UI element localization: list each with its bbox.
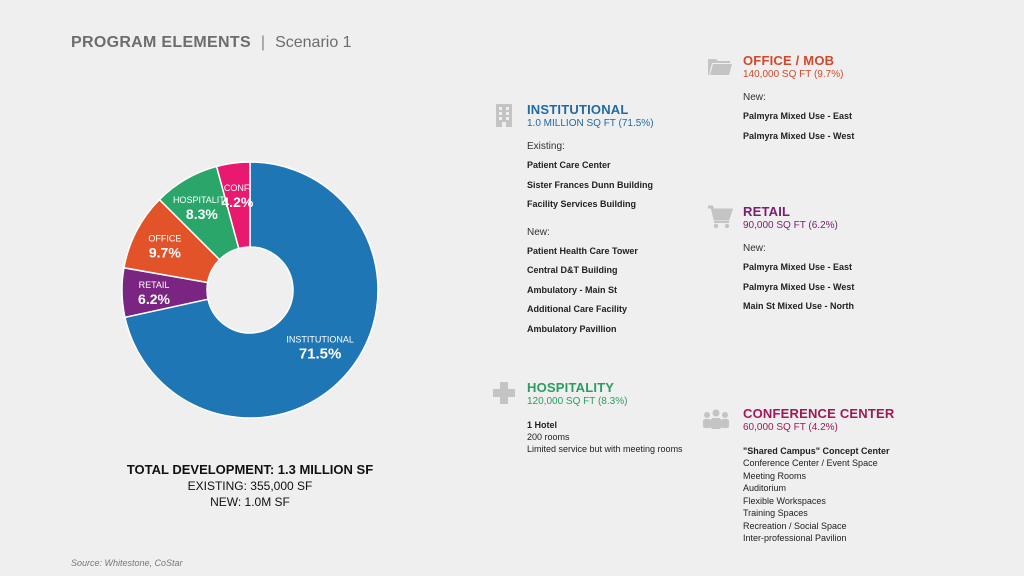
list-item: Conference Center / Event Space [743, 458, 878, 468]
list-item: Ambulatory - Main St [527, 284, 618, 295]
total-existing: EXISTING: 355,000 SF [187, 479, 313, 493]
slice-label-institutional: INSTITUTIONAL [286, 334, 354, 344]
list-item: Palmyra Mixed Use - East [743, 111, 853, 121]
folder-icon [708, 59, 732, 75]
hospitality-hotel: 1 Hotel [527, 420, 558, 430]
retail-new-label: New: [743, 243, 766, 254]
page-subtitle: Scenario 1 [275, 34, 352, 51]
institutional-new-list: Patient Health Care Tower Central D&T Bu… [527, 242, 691, 340]
conference-sqft: 60,000 SQ FT (4.2%) [743, 422, 838, 433]
retail-new-list: Palmyra Mixed Use - East Palmyra Mixed U… [743, 258, 907, 317]
slice-value-hospitality: 8.3% [186, 206, 218, 222]
list-item: Training Spaces [743, 508, 808, 518]
slice-label-conf: CONF. [224, 183, 251, 193]
list-item: Main St Mixed Use - North [743, 301, 855, 311]
institutional-block: INSTITUTIONAL 1.0 MILLION SQ FT (71.5%) … [491, 102, 691, 339]
shopping-cart-icon [708, 205, 733, 229]
list-item: Inter-professional Pavilion [743, 533, 847, 543]
page-title: PROGRAM ELEMENTS [71, 34, 251, 51]
medical-cross-icon [493, 382, 515, 404]
institutional-sqft: 1.0 MILLION SQ FT (71.5%) [527, 118, 654, 129]
retail-sqft: 90,000 SQ FT (6.2%) [743, 220, 838, 231]
list-item: Additional Care Facility [527, 304, 628, 314]
slice-label-office: OFFICE [148, 234, 181, 244]
office-new-list: Palmyra Mixed Use - East Palmyra Mixed U… [743, 107, 907, 146]
list-item: Patient Health Care Tower [527, 245, 638, 256]
building-icon [496, 104, 512, 127]
slice-value-office: 9.7% [149, 245, 181, 261]
page-header: PROGRAM ELEMENTS | Scenario 1 [71, 34, 352, 52]
list-item: Palmyra Mixed Use - West [743, 130, 855, 141]
slice-value-retail: 6.2% [138, 291, 170, 307]
office-title: OFFICE / MOB [743, 53, 835, 68]
retail-title: RETAIL [743, 204, 791, 219]
hospitality-service: Limited service but with meeting rooms [527, 444, 683, 454]
people-group-icon [703, 409, 729, 429]
list-item: Recreation / Social Space [743, 520, 847, 531]
donut-slice-conf [215, 161, 251, 250]
hospitality-rooms: 200 rooms [527, 432, 570, 442]
conference-heading: "Shared Campus" Concept Center [743, 446, 890, 456]
institutional-existing-label: Existing: [527, 141, 565, 152]
list-item: Auditorium [743, 483, 787, 493]
institutional-title: INSTITUTIONAL [527, 102, 629, 117]
list-item: Palmyra Mixed Use - West [743, 281, 855, 292]
retail-block: RETAIL 90,000 SQ FT (6.2%) New: Palmyra … [707, 204, 907, 317]
donut-slice-institutional [124, 161, 379, 419]
slice-label-hospitality: HOSPITALITY [173, 195, 231, 205]
institutional-new-label: New: [527, 226, 550, 238]
total-new: NEW: 1.0M SF [210, 495, 290, 509]
list-item: Flexible Workspaces [743, 495, 826, 506]
slice-label-retail: RETAIL [139, 280, 170, 290]
office-sqft: 140,000 SQ FT (9.7%) [743, 69, 844, 80]
title-separator: | [260, 34, 266, 51]
list-item: Sister Frances Dunn Building [527, 179, 654, 190]
hospitality-title: HOSPITALITY [527, 380, 615, 395]
list-item: Meeting Rooms [743, 470, 807, 481]
institutional-existing-list: Patient Care Center Sister Frances Dunn … [527, 156, 691, 215]
conference-block: CONFERENCE CENTER 60,000 SQ FT (4.2%) "S… [701, 406, 921, 545]
list-item: Central D&T Building [527, 265, 618, 275]
list-item: Palmyra Mixed Use - East [743, 262, 853, 272]
office-block: OFFICE / MOB 140,000 SQ FT (9.7%) New: P… [707, 53, 907, 146]
conference-list: Conference Center / Event Space Meeting … [743, 457, 921, 545]
conference-title: CONFERENCE CENTER [743, 406, 895, 421]
hospitality-block: HOSPITALITY 120,000 SQ FT (8.3%) 1 Hotel… [491, 380, 711, 455]
slice-value-institutional: 71.5% [299, 345, 342, 362]
list-item: Patient Care Center [527, 160, 611, 170]
office-new-label: New: [743, 92, 766, 103]
hospitality-sqft: 120,000 SQ FT (8.3%) [527, 396, 628, 407]
list-item: Facility Services Building [527, 199, 637, 209]
source-note: Source: Whitestone, CoStar [71, 558, 183, 568]
totals-block: TOTAL DEVELOPMENT: 1.3 MILLION SF EXISTI… [100, 462, 400, 509]
total-development: TOTAL DEVELOPMENT: 1.3 MILLION SF [126, 462, 374, 477]
slice-value-conf: 4.2% [221, 194, 253, 210]
list-item: Ambulatory Pavillion [527, 323, 617, 334]
